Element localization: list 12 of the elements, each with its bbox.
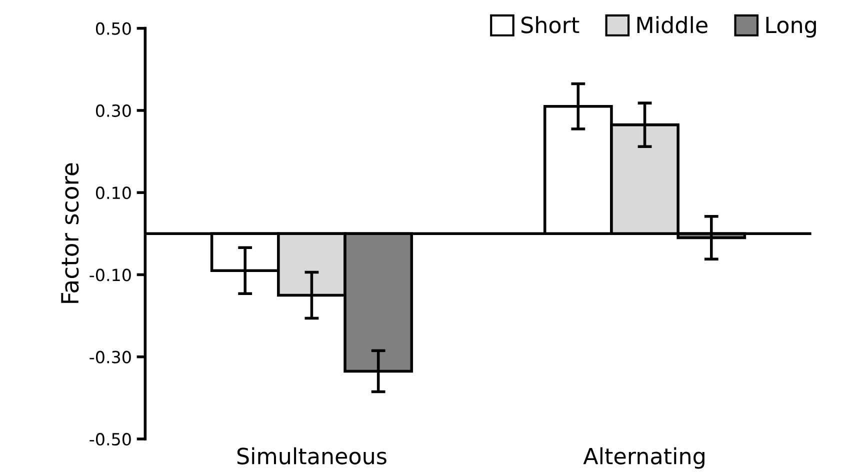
y-tick-label: 0.10 [96, 186, 131, 200]
x-tick-label: Alternating [583, 447, 704, 469]
y-tick-label: -0.10 [90, 268, 131, 282]
y-axis-title: Factor score [61, 163, 79, 303]
y-tick-label: 0.50 [96, 22, 131, 35]
legend-label: Long [766, 16, 816, 38]
legend-label: Short [521, 16, 580, 34]
x-tick-label: Simultaneous [237, 447, 386, 464]
legend-label: Middle [637, 16, 708, 34]
y-tick-label: -0.30 [90, 350, 131, 364]
y-tick-label: 0.30 [96, 104, 131, 118]
y-tick-label: -0.50 [90, 432, 131, 446]
